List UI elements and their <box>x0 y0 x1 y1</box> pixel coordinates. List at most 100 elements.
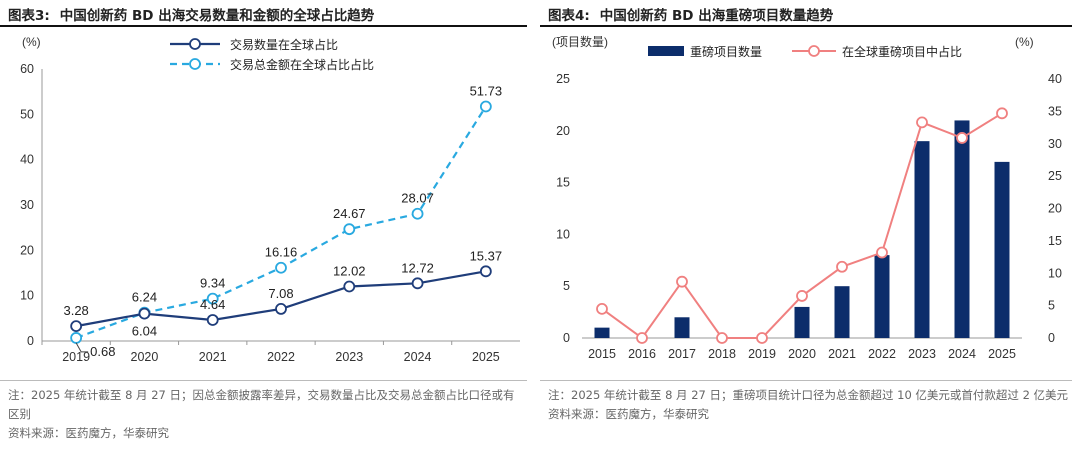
right-y2-tick-label: 5 <box>1048 299 1055 313</box>
right-x-tick-label: 2019 <box>748 347 776 361</box>
right-y2-tick-label: 10 <box>1048 266 1062 280</box>
left-x-tick-label: 2019 <box>62 350 90 364</box>
right-y-tick-label: 5 <box>563 279 570 293</box>
right-bar <box>594 327 610 338</box>
left-legend-count-marker <box>189 38 201 50</box>
right-share-point <box>636 332 648 344</box>
left-count-data-label: 12.72 <box>401 260 434 275</box>
left-note: 注：2025 年统计截至 8 月 27 日；因总金额披露率差异，交易数量占比及交… <box>8 388 515 421</box>
right-figure-title-text: 中国创新药 BD 出海重磅项目数量趋势 <box>599 8 834 24</box>
right-x-tick-label: 2025 <box>988 347 1016 361</box>
left-series-amount-point <box>206 292 219 305</box>
right-title-rule <box>540 25 1072 27</box>
left-amount-data-label: 6.24 <box>132 290 157 305</box>
left-x-tick-label: 2025 <box>472 350 500 364</box>
right-y2-tick-label: 30 <box>1048 137 1062 151</box>
left-y-tick-label: 40 <box>20 153 34 167</box>
left-note-block: 注：2025 年统计截至 8 月 27 日；因总金额披露率差异，交易数量占比及交… <box>8 386 525 443</box>
left-note-rule <box>0 380 527 381</box>
left-series-count-point <box>479 265 492 278</box>
right-share-line <box>601 112 1003 340</box>
left-series-amount-point <box>479 100 492 113</box>
left-x-tick-label: 2021 <box>199 350 227 364</box>
right-y-tick-label: 10 <box>556 227 570 241</box>
right-note-rule <box>540 380 1072 381</box>
right-y-tick-label: 0 <box>563 331 570 345</box>
left-series-amount-point <box>275 261 287 274</box>
left-series-count-point <box>343 280 356 293</box>
left-figure-panel: 图表3: 中国创新药 BD 出海交易数量和金额的全球占比趋势 (%) 0 10 20 30… <box>0 0 535 451</box>
left-series-count-point <box>138 307 151 320</box>
right-bar <box>834 286 850 338</box>
right-share-point <box>596 302 608 315</box>
left-y-tick-label: 20 <box>20 243 34 257</box>
right-x-tick-label: 2023 <box>908 347 936 361</box>
right-y2-tick-label: 35 <box>1048 104 1062 118</box>
right-share-point <box>716 332 728 344</box>
right-y-axis-unit: (项目数量) <box>552 34 608 49</box>
right-share-point <box>676 275 688 288</box>
left-y-tick-label: 30 <box>20 198 34 212</box>
left-count-data-label: 6.04 <box>132 324 157 339</box>
left-amount-data-label: 9.34 <box>200 276 225 291</box>
right-share-point <box>916 116 928 129</box>
right-x-tick-label: 2021 <box>828 347 856 361</box>
right-source: 资料来源：医药魔方，华泰研究 <box>548 407 709 421</box>
right-share-point <box>956 132 968 144</box>
left-count-data-label: 7.08 <box>268 286 293 301</box>
left-amount-data-label: 0.68 <box>90 344 115 359</box>
left-legend-count-label: 交易数量在全球占比 <box>230 37 338 52</box>
right-y-tick-label: 15 <box>556 176 570 190</box>
right-x-tick-label: 2016 <box>628 347 656 361</box>
right-y2-tick-label: 20 <box>1048 202 1062 216</box>
left-x-tick-label: 2020 <box>131 350 159 364</box>
left-x-tick-label: 2023 <box>335 350 363 364</box>
left-series-amount-point <box>70 332 83 344</box>
right-bar <box>994 161 1010 338</box>
right-bar <box>794 306 810 338</box>
left-count-data-label: 4.64 <box>200 297 225 312</box>
left-count-data-label: 12.02 <box>333 264 366 279</box>
right-y2-tick-label: 40 <box>1048 72 1062 86</box>
right-y2-tick-label: 15 <box>1048 234 1062 248</box>
left-series-count-point <box>411 277 424 290</box>
right-figure-label: 图表4: <box>548 8 590 24</box>
right-bar <box>874 255 890 338</box>
left-line-chart: (%) 0 10 20 30 40 50 60 2019 2020 2021 2022 2023 2024… <box>20 35 520 364</box>
left-figure-label: 图表3: <box>8 8 50 24</box>
left-series-count-point <box>206 314 219 326</box>
right-share-point <box>796 290 808 302</box>
right-figure-title: 图表4: 中国创新药 BD 出海重磅项目数量趋势 <box>548 4 833 24</box>
right-share-point <box>996 107 1008 120</box>
left-series-count-point <box>70 320 83 333</box>
left-y-tick-label: 60 <box>20 62 34 76</box>
left-legend-amount-marker <box>189 58 201 70</box>
right-legend-bar-swatch <box>648 46 684 56</box>
left-figure-title-text: 中国创新药 BD 出海交易数量和金额的全球占比趋势 <box>59 8 375 24</box>
left-legend-amount-label: 交易总金额在全球占比占比 <box>230 57 374 72</box>
right-y2-tick-label: 25 <box>1048 169 1062 183</box>
right-x-tick-label: 2015 <box>588 347 616 361</box>
left-amount-data-label: 28.07 <box>401 191 434 206</box>
right-x-tick-label: 2024 <box>948 347 976 361</box>
left-y-tick-label: 50 <box>20 107 34 121</box>
right-x-tick-label: 2020 <box>788 347 816 361</box>
left-count-data-label: 3.28 <box>63 303 88 318</box>
right-y2-tick-label: 0 <box>1048 331 1055 345</box>
left-y-tick-label: 0 <box>27 334 34 348</box>
left-figure-title: 图表3: 中国创新药 BD 出海交易数量和金额的全球占比趋势 <box>8 4 374 24</box>
right-x-tick-label: 2017 <box>668 347 696 361</box>
right-bar <box>954 120 970 338</box>
left-series-amount-point <box>343 223 356 236</box>
left-y-axis-unit: (%) <box>22 35 41 49</box>
left-amount-data-label: 24.67 <box>333 206 366 221</box>
left-count-data-label: 15.37 <box>470 248 503 263</box>
left-title-rule <box>0 25 527 27</box>
right-x-tick-label: 2018 <box>708 347 736 361</box>
left-amount-data-label: 51.73 <box>470 83 503 98</box>
right-x-tick-label: 2022 <box>868 347 896 361</box>
right-legend-line-marker <box>808 45 820 57</box>
left-series-count-point <box>275 303 287 315</box>
left-source: 资料来源：医药魔方，华泰研究 <box>8 426 169 440</box>
